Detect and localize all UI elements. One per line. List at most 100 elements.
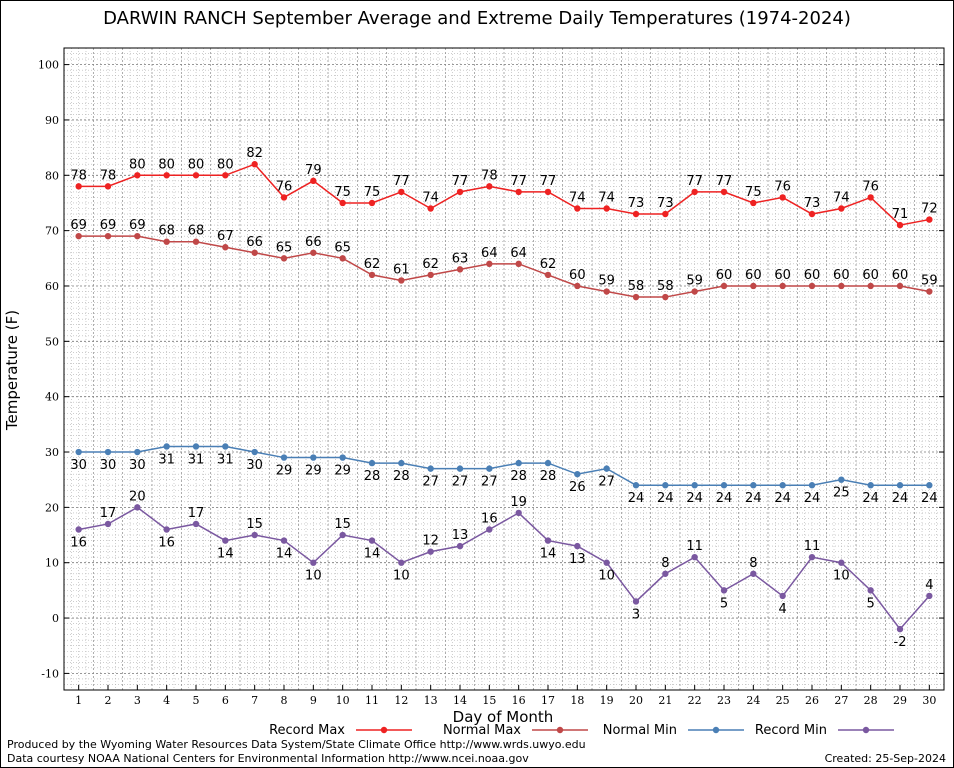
data-point-record-min [398, 559, 405, 566]
data-label-normal-max: 66 [305, 235, 322, 250]
data-label-normal-max: 60 [862, 268, 879, 283]
data-point-normal-max [867, 282, 874, 290]
x-tick-label: 16 [512, 694, 526, 707]
data-label-record-max: 74 [833, 191, 850, 206]
data-point-record-max [808, 210, 816, 218]
data-point-record-min [779, 592, 786, 600]
data-point-record-max [486, 183, 493, 190]
data-point-normal-min [896, 482, 904, 489]
legend-marker [380, 726, 388, 734]
x-tick-label: 8 [281, 694, 288, 707]
data-label-record-min: 10 [833, 569, 850, 584]
data-point-record-min [192, 520, 200, 528]
data-point-record-max [691, 188, 698, 196]
y-tick-label: -10 [41, 667, 59, 680]
data-point-normal-min [163, 443, 170, 450]
data-point-normal-max [75, 232, 82, 240]
data-label-normal-min: 31 [217, 452, 234, 467]
data-point-normal-max [104, 232, 112, 240]
data-label-normal-min: 24 [657, 491, 674, 506]
data-point-normal-min [251, 448, 258, 456]
data-label-record-min: 8 [749, 556, 757, 571]
data-point-record-min [632, 598, 640, 605]
data-label-record-max: 74 [422, 191, 439, 206]
created-date: Created: 25-Sep-2024 [824, 752, 946, 765]
x-tick-label: 11 [365, 694, 379, 707]
data-point-record-min [104, 520, 112, 528]
series-normal-max: 69 69 69 68 68 67 66 65 66 65 62 61 62 63 64 64 62 60 59 58… [70, 218, 938, 301]
chart-title: DARWIN RANCH September Average and Extre… [103, 8, 851, 29]
data-point-normal-max [310, 249, 317, 256]
data-point-record-min [515, 509, 522, 517]
data-point-record-min [662, 570, 669, 577]
x-tick-label: 14 [453, 694, 467, 707]
data-point-record-max [134, 172, 141, 179]
series-normal-min: 30 30 30 31 31 31 30 29 29 29 28 28 27 27 27 28 28 26 27 24… [70, 443, 938, 506]
data-point-normal-min [368, 459, 376, 467]
data-point-record-max [456, 188, 464, 196]
data-label-record-min: 13 [569, 552, 586, 567]
x-tick-label: 9 [310, 694, 317, 707]
data-point-record-max [339, 199, 346, 207]
data-point-normal-min [808, 482, 816, 489]
data-point-record-min [926, 592, 933, 600]
data-label-normal-min: 28 [510, 469, 527, 484]
data-label-record-max: 76 [276, 179, 293, 194]
data-label-normal-max: 68 [188, 224, 205, 239]
data-point-normal-max [163, 238, 170, 245]
data-point-normal-min [222, 443, 229, 450]
data-point-record-min [251, 531, 258, 539]
credit-data-courtesy: Data courtesy NOAA National Centers for … [7, 752, 529, 765]
data-point-normal-max [280, 255, 288, 262]
data-label-record-min: 13 [452, 528, 469, 543]
y-tick-label: 20 [45, 501, 59, 514]
data-label-normal-min: 31 [188, 452, 205, 467]
data-point-normal-min [720, 482, 728, 489]
data-point-normal-min [691, 482, 698, 489]
legend-label: Normal Min [603, 723, 677, 738]
data-label-normal-min: 24 [745, 491, 762, 506]
data-point-normal-max [398, 277, 405, 284]
data-label-record-max: 79 [305, 163, 322, 178]
data-label-record-min: 19 [510, 495, 527, 510]
y-tick-label: 40 [45, 391, 59, 404]
data-point-normal-max [662, 293, 669, 301]
data-label-normal-max: 64 [510, 246, 527, 261]
data-point-normal-max [339, 255, 346, 262]
data-label-normal-max: 67 [217, 229, 234, 244]
data-point-normal-min [280, 454, 288, 461]
data-point-record-min [222, 537, 229, 544]
data-point-normal-min [662, 482, 669, 489]
series-line-record-min [78, 506, 930, 631]
data-label-record-max: 80 [188, 157, 205, 172]
data-label-record-min: 11 [804, 539, 821, 554]
data-point-record-max [222, 172, 229, 179]
data-label-normal-max: 68 [158, 224, 175, 239]
data-point-normal-max [368, 271, 376, 279]
data-point-normal-min [603, 465, 610, 472]
data-label-normal-min: 24 [686, 491, 703, 506]
data-label-normal-max: 61 [393, 262, 410, 277]
data-label-normal-max: 62 [422, 257, 439, 272]
data-point-normal-min [310, 454, 317, 461]
data-label-record-max: 77 [540, 174, 557, 189]
data-label-normal-min: 24 [716, 491, 733, 506]
data-point-normal-max [456, 266, 464, 273]
data-point-record-max [310, 177, 317, 185]
data-point-normal-max [632, 293, 640, 301]
data-label-record-max: 82 [246, 146, 263, 161]
data-label-normal-max: 69 [70, 218, 87, 233]
data-label-record-max: 78 [481, 168, 498, 183]
data-point-record-min [896, 625, 904, 633]
data-point-record-min [691, 553, 698, 561]
data-label-record-min: 4 [779, 602, 787, 617]
series-record-max: 78 78 80 80 80 80 82 76 79 75 75 77 74 77 78 77 77 74 74 73… [70, 146, 938, 229]
x-tick-label: 29 [893, 694, 907, 707]
data-label-normal-max: 59 [598, 274, 615, 289]
x-tick-label: 23 [717, 694, 731, 707]
data-label-record-max: 75 [745, 185, 762, 200]
data-label-record-max: 71 [892, 207, 909, 222]
data-label-normal-max: 60 [745, 268, 762, 283]
data-label-normal-min: 26 [569, 480, 586, 495]
